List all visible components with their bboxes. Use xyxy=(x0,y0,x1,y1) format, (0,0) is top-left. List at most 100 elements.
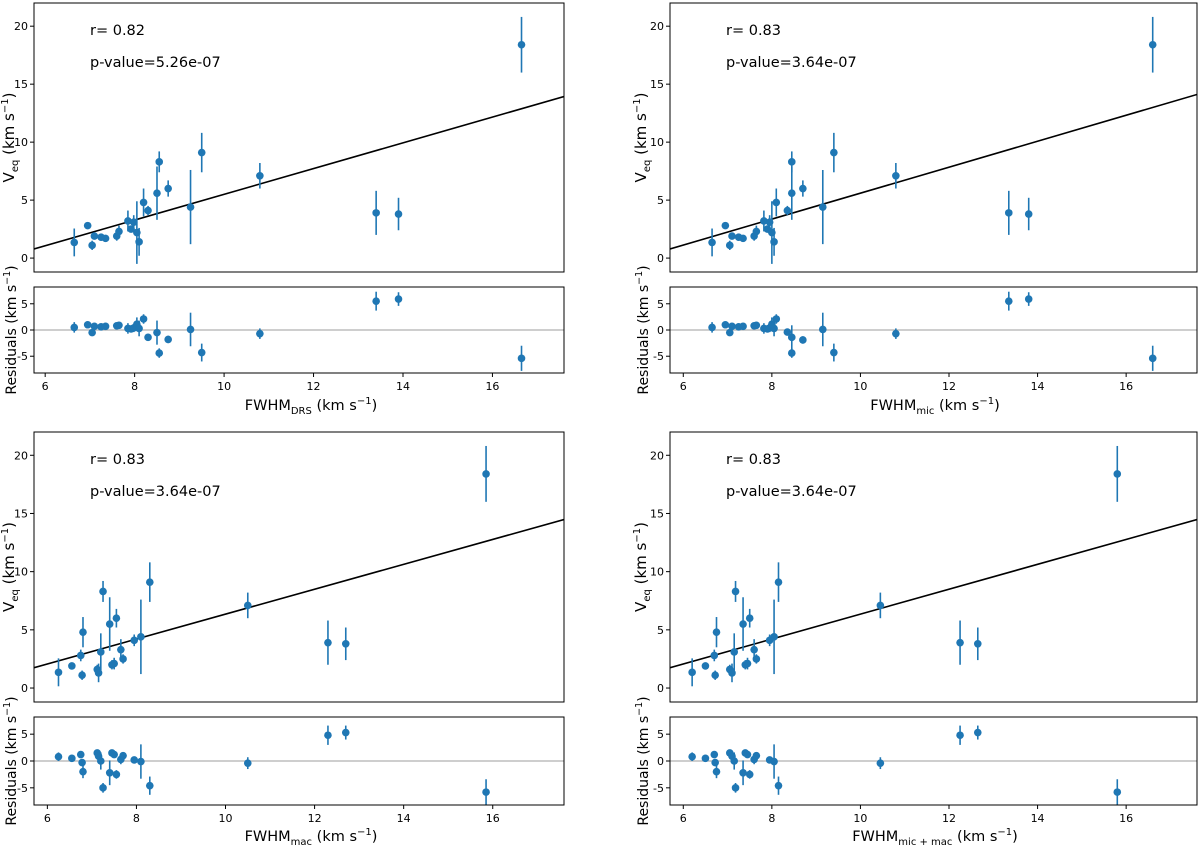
x-axis-label: FWHMDRS (km s−1) xyxy=(245,396,377,417)
y-tick-label: 0 xyxy=(657,682,664,695)
y-tick-label: 5 xyxy=(21,194,28,207)
data-point xyxy=(135,238,143,246)
y-tick-label: 10 xyxy=(650,566,664,579)
residual-point xyxy=(54,752,63,761)
residual-axis-label: Residuals (km s−1) xyxy=(2,265,20,394)
data-point xyxy=(70,238,79,247)
data-point xyxy=(787,158,796,166)
residual-y-tick-label: 5 xyxy=(657,728,664,741)
residual-point xyxy=(770,324,778,333)
x-tick-label: 12 xyxy=(942,812,956,825)
y-tick-label: 15 xyxy=(650,507,664,520)
data-point xyxy=(112,614,121,623)
residual-point xyxy=(324,731,332,740)
residual-y-tick-label: 5 xyxy=(657,298,664,311)
data-point xyxy=(750,645,758,654)
x-tick-label: 6 xyxy=(680,812,687,825)
residual-point xyxy=(76,750,85,759)
residual-point xyxy=(708,323,716,332)
residual-point xyxy=(394,295,403,303)
x-tick-label: 14 xyxy=(396,380,410,393)
p-value: p-value=5.26e-07 xyxy=(90,55,221,71)
data-point xyxy=(892,171,900,180)
data-point xyxy=(799,184,807,193)
y-tick-label: 20 xyxy=(650,449,664,462)
residual-point xyxy=(787,349,796,357)
data-point xyxy=(710,651,719,660)
residual-point xyxy=(1004,297,1013,305)
x-axis-label: FWHMmac (km s−1) xyxy=(245,827,378,848)
data-point xyxy=(725,241,734,250)
data-point xyxy=(54,668,63,677)
y-tick-label: 15 xyxy=(14,507,28,520)
data-point xyxy=(730,648,739,656)
x-tick-label: 12 xyxy=(307,380,321,393)
data-point xyxy=(101,234,110,243)
data-point xyxy=(752,655,761,663)
data-point xyxy=(78,671,86,680)
x-tick-label: 8 xyxy=(133,812,140,825)
data-point xyxy=(88,241,96,250)
data-point xyxy=(517,40,526,49)
residual-y-tick-label: 0 xyxy=(21,324,28,337)
main-axes-frame xyxy=(33,431,565,703)
residual-point xyxy=(78,758,86,767)
main-plot-area xyxy=(670,445,1197,687)
data-point xyxy=(144,206,152,215)
data-point xyxy=(1148,40,1157,49)
data-point xyxy=(99,587,107,596)
main-plot-area xyxy=(670,16,1197,264)
residual-point xyxy=(774,781,783,790)
data-point xyxy=(90,232,99,240)
residual-point xyxy=(197,348,206,357)
x-tick-label: 6 xyxy=(680,380,687,393)
correlation-r: r= 0.82 xyxy=(90,23,145,39)
fit-line xyxy=(34,95,564,250)
data-point xyxy=(155,158,164,166)
y-tick-label: 0 xyxy=(21,682,28,695)
data-point xyxy=(739,234,747,243)
residual-axis-label: Residuals (km s−1) xyxy=(2,696,20,825)
x-tick-label: 6 xyxy=(42,380,49,393)
data-point xyxy=(130,636,139,645)
residual-point xyxy=(721,320,730,329)
x-tick-label: 8 xyxy=(768,812,775,825)
data-point xyxy=(712,628,721,636)
residual-plot-area xyxy=(34,291,564,371)
data-point xyxy=(728,669,736,677)
residual-point xyxy=(83,320,92,329)
residual-point xyxy=(372,297,380,305)
residual-y-tick-label: 0 xyxy=(657,755,664,768)
y-axis-label: Veq (km s−1) xyxy=(632,522,653,612)
correlation-r: r= 0.83 xyxy=(726,452,781,468)
residual-point xyxy=(341,728,350,737)
main-plot-area xyxy=(34,16,564,264)
data-point xyxy=(745,614,754,623)
data-point xyxy=(818,203,827,211)
data-point xyxy=(688,668,696,677)
residual-point xyxy=(130,756,139,764)
residual-plot-area xyxy=(670,725,1197,805)
residual-point xyxy=(101,322,110,331)
residual-point xyxy=(876,759,885,767)
residual-point xyxy=(725,328,734,337)
main-axes-frame xyxy=(669,431,1198,703)
residual-point xyxy=(770,757,778,766)
data-point xyxy=(76,651,85,660)
residual-point xyxy=(88,328,96,337)
residual-point xyxy=(752,751,761,760)
data-point xyxy=(119,655,127,663)
data-point xyxy=(708,238,716,247)
residual-point xyxy=(164,335,172,344)
data-point xyxy=(79,628,87,636)
data-point xyxy=(721,221,730,230)
data-point xyxy=(256,171,264,180)
data-point xyxy=(97,648,105,656)
y-tick-label: 5 xyxy=(21,624,28,637)
residual-axis-label: Residuals (km s−1) xyxy=(634,265,652,394)
x-tick-label: 8 xyxy=(131,380,138,393)
x-tick-label: 12 xyxy=(308,812,322,825)
data-point xyxy=(243,601,252,610)
residual-point xyxy=(711,758,719,767)
